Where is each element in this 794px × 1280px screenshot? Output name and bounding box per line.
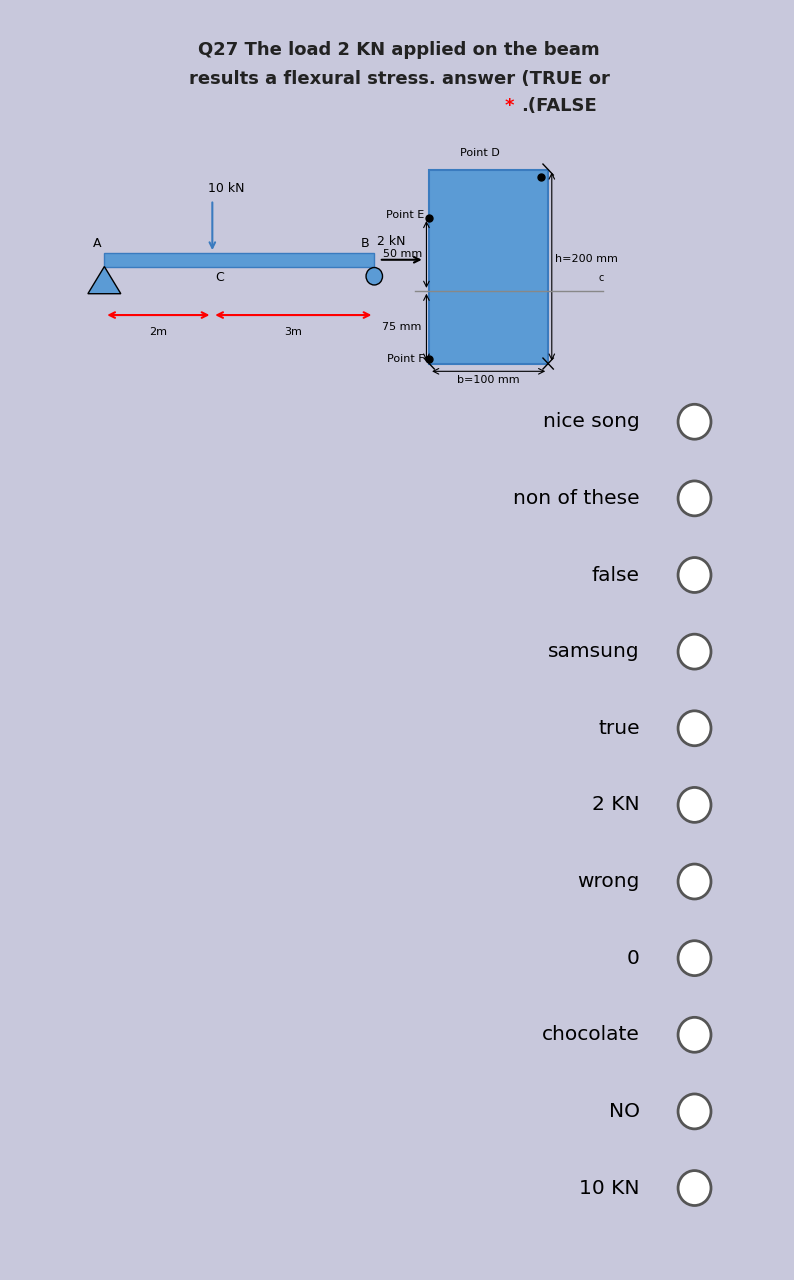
Ellipse shape — [678, 864, 711, 899]
Text: Point D: Point D — [460, 148, 499, 157]
Text: 2 KN: 2 KN — [592, 795, 640, 814]
Text: nice song: nice song — [543, 412, 640, 431]
Text: non of these: non of these — [513, 489, 640, 508]
Circle shape — [366, 268, 383, 285]
Text: .(FALSE: .(FALSE — [521, 97, 596, 115]
Text: *: * — [505, 97, 521, 115]
Text: A: A — [93, 237, 102, 250]
Text: 50 mm: 50 mm — [383, 250, 422, 260]
Text: Point E: Point E — [387, 210, 425, 220]
Text: chocolate: chocolate — [542, 1025, 640, 1044]
Ellipse shape — [678, 1018, 711, 1052]
Ellipse shape — [678, 481, 711, 516]
Text: true: true — [598, 719, 640, 737]
Text: 3m: 3m — [284, 326, 303, 337]
Text: 10 KN: 10 KN — [579, 1179, 640, 1198]
Text: 2 kN: 2 kN — [377, 236, 406, 248]
Text: 10 kN: 10 kN — [208, 182, 245, 195]
Text: C: C — [215, 271, 224, 284]
Ellipse shape — [678, 634, 711, 669]
Text: 75 mm: 75 mm — [383, 323, 422, 333]
Text: NO: NO — [609, 1102, 640, 1121]
Polygon shape — [88, 266, 121, 293]
Text: h=200 mm: h=200 mm — [556, 253, 619, 264]
Ellipse shape — [678, 1094, 711, 1129]
Text: 2m: 2m — [149, 326, 168, 337]
Bar — [104, 253, 374, 266]
Ellipse shape — [678, 787, 711, 822]
Text: samsung: samsung — [548, 643, 640, 662]
Text: c: c — [599, 273, 603, 283]
Ellipse shape — [678, 941, 711, 975]
Text: 0: 0 — [626, 948, 640, 968]
Ellipse shape — [678, 404, 711, 439]
Text: b=100 mm: b=100 mm — [457, 375, 520, 385]
Text: Point F: Point F — [387, 353, 425, 364]
Text: results a flexural stress. answer (TRUE or: results a flexural stress. answer (TRUE … — [188, 69, 610, 87]
Text: B: B — [361, 237, 370, 250]
Text: false: false — [592, 566, 640, 585]
Bar — [430, 169, 548, 364]
Ellipse shape — [678, 1171, 711, 1206]
Text: wrong: wrong — [577, 872, 640, 891]
Text: Q27 The load 2 KN applied on the beam: Q27 The load 2 KN applied on the beam — [198, 41, 599, 59]
Ellipse shape — [678, 710, 711, 746]
Ellipse shape — [678, 558, 711, 593]
